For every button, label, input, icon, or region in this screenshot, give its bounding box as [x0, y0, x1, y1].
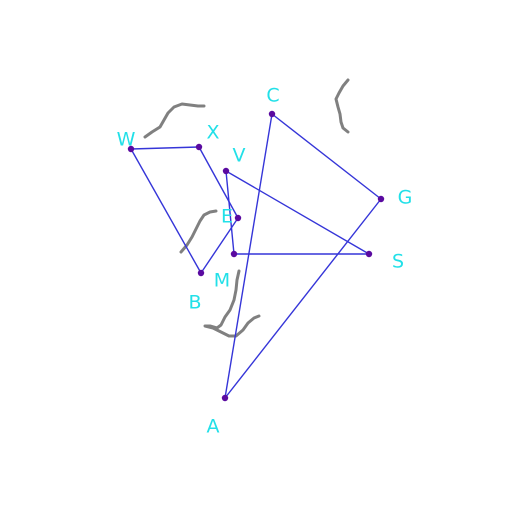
stroke-lower-middle — [203, 269, 261, 338]
label-G: G — [398, 187, 413, 209]
edge-VS — [225, 170, 370, 255]
label-E: E — [221, 206, 233, 228]
edge-CG — [271, 113, 382, 200]
vertices — [127, 110, 385, 402]
stroke-top-left — [143, 102, 206, 139]
label-X: X — [206, 122, 219, 144]
edge-BW — [130, 148, 202, 274]
label-M: M — [214, 270, 230, 292]
vertex-C — [268, 110, 276, 118]
vertex-A — [221, 394, 229, 402]
edge-GA — [224, 198, 382, 399]
vertex-labels: C G A W XV E BM S — [117, 85, 413, 438]
stroke-top-right — [334, 78, 350, 134]
vertex-M — [230, 250, 238, 258]
edge-AC — [224, 113, 273, 399]
label-W: W — [117, 129, 136, 151]
hand-drawn-strokes — [143, 78, 350, 338]
vertex-W — [127, 145, 135, 153]
vertex-S — [365, 250, 373, 258]
label-C: C — [266, 85, 279, 107]
vertex-G — [377, 195, 385, 203]
label-B: B — [188, 292, 201, 314]
stroke-middle-left — [179, 209, 218, 254]
label-V: V — [233, 145, 246, 167]
edge-MV — [225, 170, 235, 255]
edge-WX — [130, 146, 200, 150]
vertex-B — [197, 269, 205, 277]
vertex-X — [195, 143, 203, 151]
vertex-E — [234, 214, 242, 222]
edge-XE — [198, 146, 239, 219]
label-A: A — [207, 416, 220, 438]
edges — [130, 113, 382, 399]
vertex-V — [222, 167, 230, 175]
label-S: S — [392, 251, 404, 273]
